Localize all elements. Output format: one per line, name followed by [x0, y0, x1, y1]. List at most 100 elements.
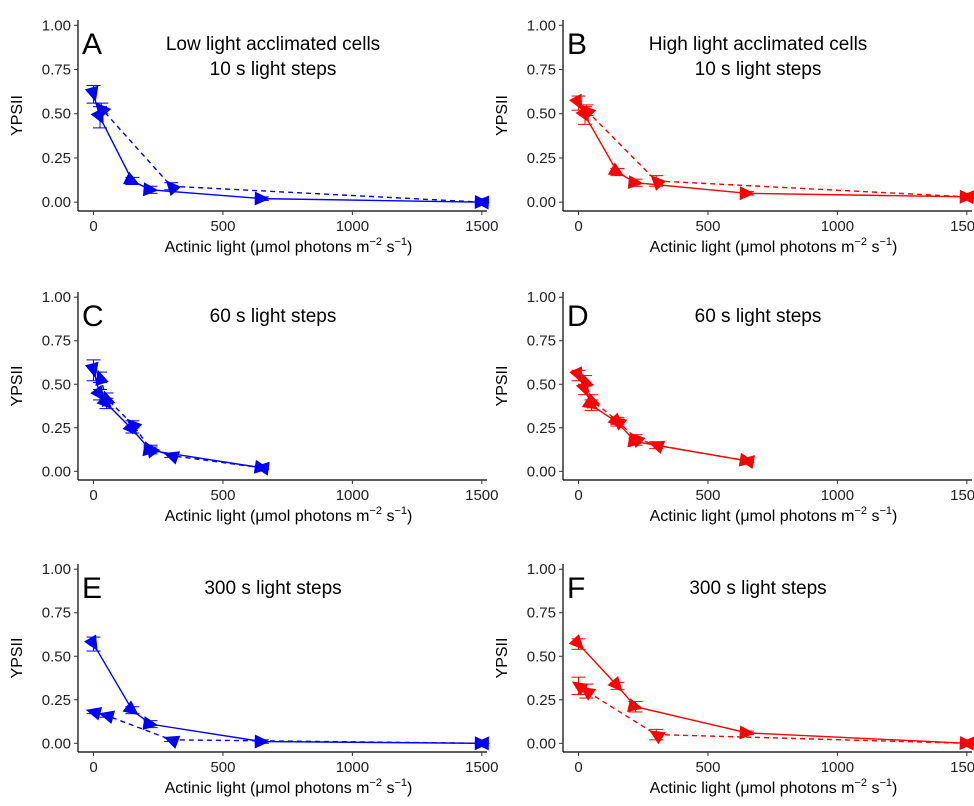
series-solid	[569, 366, 755, 467]
x-axis-title-part: −2	[369, 236, 382, 248]
series-dashed	[93, 369, 270, 476]
data-point	[98, 710, 116, 725]
series-solid	[568, 634, 974, 750]
x-axis-title-part: s	[867, 780, 879, 797]
panel-A: 0.00 0.25 0.50 0.75 1.00 0 500 1000 1500 YPSII Act…	[9, 17, 499, 256]
x-tick-label: 1000	[821, 218, 854, 235]
data-point	[649, 730, 666, 745]
data-point	[83, 634, 98, 651]
x-axis-title-part: −2	[854, 505, 867, 517]
x-axis-title-part: mol photons m	[265, 780, 370, 797]
panel-letter: F	[567, 572, 585, 605]
x-axis-title-part: μ	[740, 508, 749, 525]
y-tick-label: 0.00	[527, 463, 556, 480]
x-axis-title-part: mol photons m	[750, 239, 855, 256]
panel-subtitle: 300 s light steps	[204, 578, 341, 599]
panel-title: High light acclimated cells	[649, 34, 868, 55]
x-tick-label: 0	[574, 218, 582, 235]
data-point	[85, 707, 103, 721]
data-point	[473, 736, 489, 751]
x-tick-label: 1000	[821, 487, 854, 504]
x-tick-label: 1000	[336, 759, 369, 776]
x-axis-title-part: −2	[369, 505, 382, 517]
x-axis-title: Actinic light (μmol photons m−2 s−1)	[165, 236, 413, 256]
x-axis-title-part: −2	[854, 236, 867, 248]
data-point	[587, 392, 601, 409]
data-point	[95, 369, 109, 387]
panel-subtitle: 60 s light steps	[695, 306, 822, 327]
data-point	[569, 93, 583, 111]
y-axis-title: YPSII	[494, 95, 511, 136]
y-tick-label: 0.00	[42, 194, 71, 211]
x-axis-title-part: Actinic light (	[165, 508, 256, 525]
x-axis-title-part: mol photons m	[750, 780, 855, 797]
data-point	[84, 85, 99, 102]
x-tick-label: 0	[574, 487, 582, 504]
x-axis-title-part: Actinic light (	[650, 780, 741, 797]
x-tick-label: 1500	[465, 759, 498, 776]
y-tick-label: 0.75	[42, 62, 71, 79]
data-point	[739, 186, 755, 201]
y-tick-label: 0.75	[527, 605, 556, 622]
panel-letter: C	[82, 300, 104, 333]
y-tick-label: 0.25	[42, 420, 71, 437]
x-axis-title-part: μ	[740, 780, 749, 797]
y-tick-label: 0.50	[527, 106, 556, 123]
panel-letter: B	[567, 28, 587, 61]
data-point	[122, 171, 140, 185]
x-axis-title: Actinic light (μmol photons m−2 s−1)	[650, 505, 898, 525]
x-axis-title: Actinic light (μmol photons m−2 s−1)	[165, 505, 413, 525]
data-point	[627, 175, 644, 190]
x-axis-title-part: −1	[394, 505, 407, 517]
x-tick-label: 1500	[950, 487, 974, 504]
data-point	[163, 451, 181, 465]
panel-subtitle: 10 s light steps	[210, 59, 337, 80]
y-tick-label: 0.50	[42, 648, 71, 665]
series-solid	[569, 93, 974, 204]
x-axis-title-part: mol photons m	[750, 508, 855, 525]
data-point	[165, 180, 182, 197]
y-tick-label: 0.75	[527, 333, 556, 350]
x-tick-label: 0	[89, 487, 97, 504]
x-axis-title-part: mol photons m	[265, 508, 370, 525]
x-tick-label: 1500	[465, 218, 498, 235]
y-tick-label: 1.00	[527, 289, 556, 306]
panel-D: 0.00 0.25 0.50 0.75 1.00 0 500 1000 1500 YPSII Act…	[494, 289, 974, 525]
x-axis-title-part: −1	[879, 236, 892, 248]
y-tick-label: 0.25	[42, 150, 71, 167]
x-axis-title-part: −1	[394, 777, 407, 789]
data-point	[571, 681, 589, 696]
y-tick-label: 1.00	[42, 561, 71, 578]
x-axis-title-part: −1	[879, 777, 892, 789]
data-point	[648, 440, 666, 455]
data-point	[142, 716, 159, 730]
data-point	[253, 461, 270, 476]
x-tick-label: 0	[89, 759, 97, 776]
x-axis-title-part: Actinic light (	[165, 239, 256, 256]
data-point	[738, 455, 755, 469]
y-tick-label: 0.75	[42, 333, 71, 350]
panel-C: 0.00 0.25 0.50 0.75 1.00 0 500 1000 1500 YPSII Act…	[9, 289, 499, 525]
data-point	[122, 700, 139, 716]
series-line	[577, 375, 747, 462]
y-tick-label: 0.50	[527, 648, 556, 665]
x-axis-title-part: mol photons m	[265, 239, 370, 256]
x-axis-title-part: s	[382, 239, 394, 256]
data-point	[254, 734, 270, 749]
x-axis-title-part: )	[892, 780, 897, 797]
x-axis-title-part: s	[867, 239, 879, 256]
data-point	[90, 384, 105, 402]
x-tick-label: 1500	[465, 487, 498, 504]
data-point	[650, 175, 667, 191]
y-tick-label: 0.75	[42, 605, 71, 622]
data-point	[580, 373, 594, 390]
y-tick-label: 0.00	[527, 194, 556, 211]
series-dashed	[578, 373, 755, 469]
x-axis-title-part: )	[892, 239, 897, 256]
data-point	[739, 725, 755, 740]
x-tick-label: 1000	[336, 218, 369, 235]
series-dashed	[579, 104, 974, 205]
data-point	[473, 195, 490, 210]
data-point	[607, 162, 625, 177]
